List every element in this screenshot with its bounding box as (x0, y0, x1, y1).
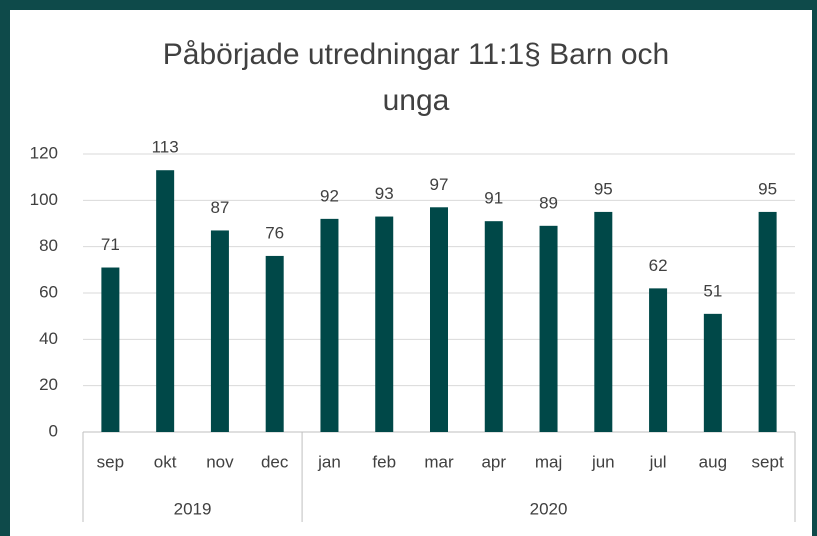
x-tick-label: jun (591, 452, 615, 471)
bar (594, 211, 613, 432)
x-tick-label: mar (424, 452, 454, 471)
x-tick-label: feb (372, 452, 396, 471)
bar (649, 288, 668, 432)
bar (265, 255, 284, 432)
data-label: 97 (430, 175, 449, 194)
data-label: 95 (594, 179, 613, 198)
data-label: 76 (265, 223, 284, 242)
chart-title: unga (383, 84, 450, 117)
bar (703, 313, 722, 432)
x-tick-label: sept (752, 452, 784, 471)
bar (320, 218, 339, 432)
x-tick-label: jul (649, 452, 667, 471)
bar (101, 267, 120, 432)
bar (484, 221, 503, 432)
data-label: 92 (320, 186, 339, 205)
bar (758, 211, 777, 432)
x-tick-label: dec (261, 452, 289, 471)
y-tick-label: 80 (39, 236, 58, 255)
data-label: 93 (375, 184, 394, 203)
group-label: 2019 (174, 499, 212, 518)
chart-title: Påbörjade utredningar 11:1§ Barn och (163, 38, 669, 71)
y-tick-label: 40 (39, 329, 58, 348)
chart-area (10, 10, 812, 536)
y-tick-label: 0 (49, 421, 58, 440)
data-label: 71 (101, 235, 120, 254)
x-tick-label: sep (97, 452, 124, 471)
x-tick-label: jan (317, 452, 341, 471)
y-tick-label: 120 (30, 143, 58, 162)
data-label: 51 (703, 281, 722, 300)
x-tick-label: aug (699, 452, 727, 471)
group-label: 2020 (530, 499, 568, 518)
data-label: 62 (649, 256, 668, 275)
bar (210, 230, 229, 432)
x-tick-label: nov (206, 452, 234, 471)
data-label: 95 (758, 179, 777, 198)
y-tick-label: 20 (39, 375, 58, 394)
data-label: 91 (484, 189, 503, 208)
bar (156, 170, 175, 432)
x-tick-label: okt (154, 452, 177, 471)
bar (430, 207, 448, 432)
data-label: 87 (210, 198, 229, 217)
y-tick-label: 100 (30, 190, 58, 209)
x-tick-label: maj (535, 452, 562, 471)
x-tick-label: apr (481, 452, 506, 471)
y-tick-label: 60 (39, 282, 58, 301)
bar (375, 216, 394, 432)
bar (539, 225, 558, 432)
data-label: 89 (539, 193, 558, 212)
data-label: 113 (152, 138, 179, 157)
